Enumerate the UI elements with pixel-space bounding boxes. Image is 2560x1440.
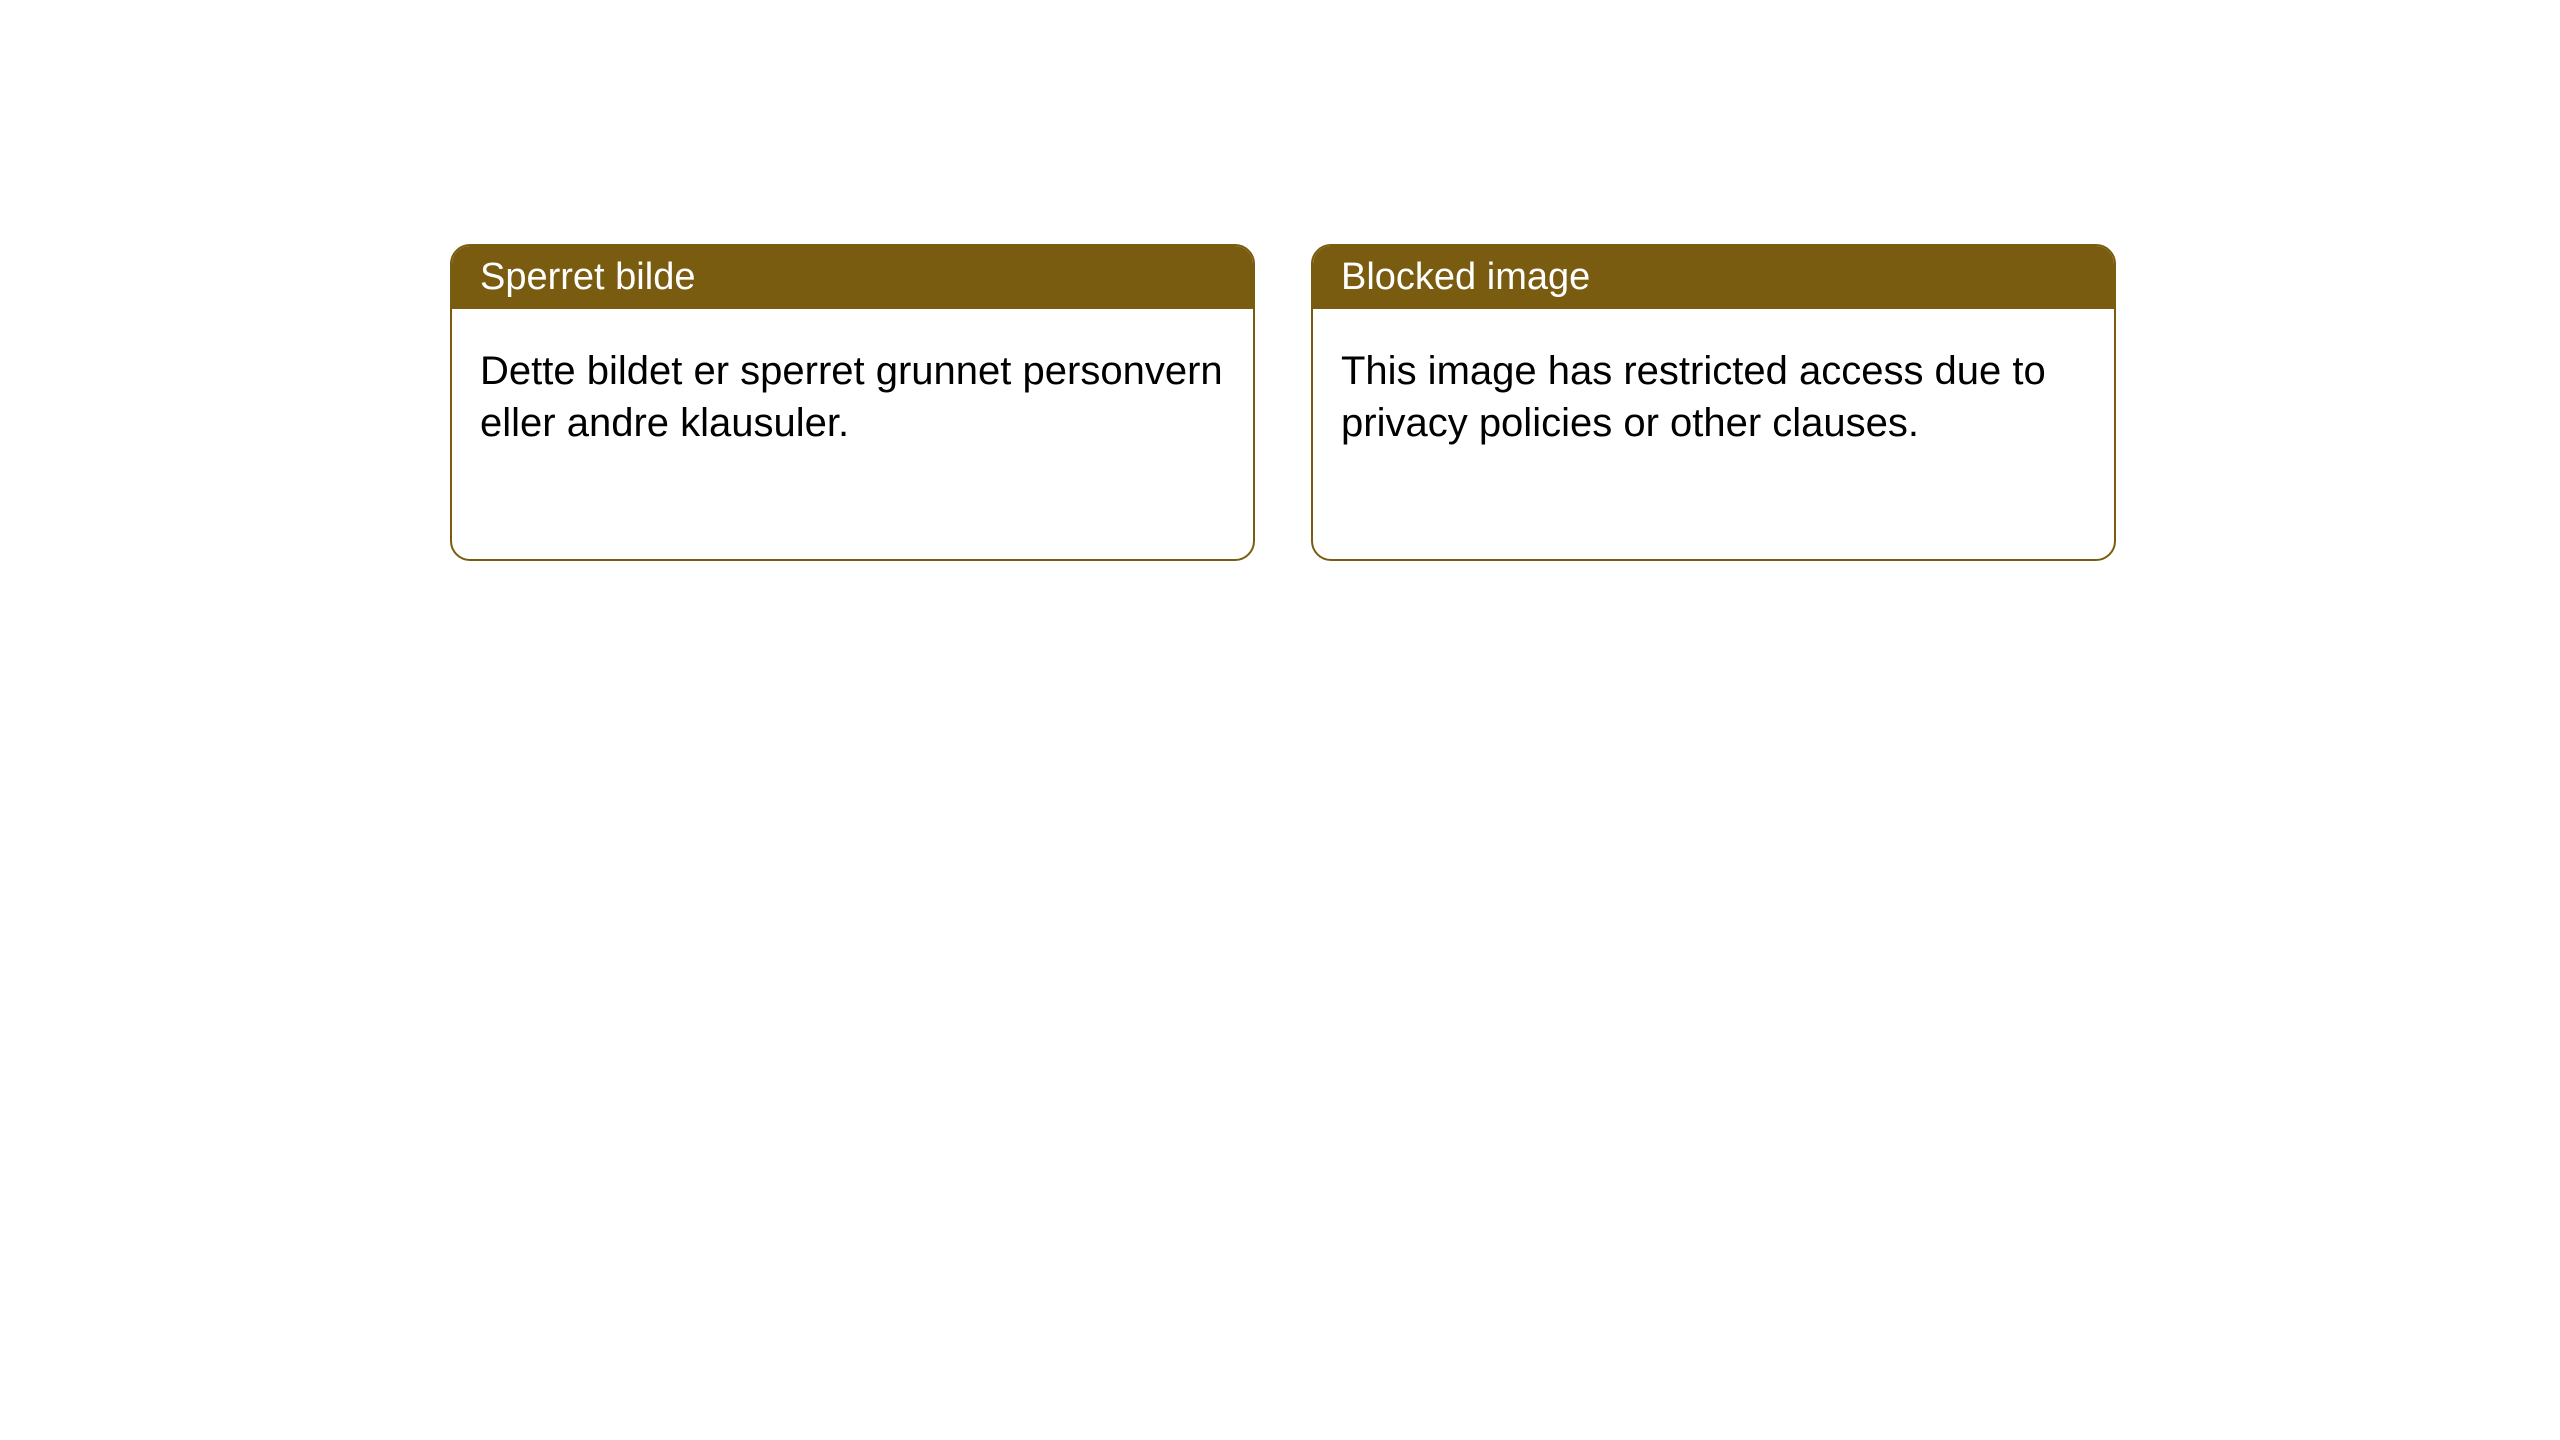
notice-body-no: Dette bildet er sperret grunnet personve… <box>452 309 1253 559</box>
notice-card-en: Blocked image This image has restricted … <box>1311 244 2116 561</box>
notice-card-no: Sperret bilde Dette bildet er sperret gr… <box>450 244 1255 561</box>
notice-body-en: This image has restricted access due to … <box>1313 309 2114 559</box>
notice-header-en: Blocked image <box>1313 246 2114 309</box>
notice-header-no: Sperret bilde <box>452 246 1253 309</box>
notices-container: Sperret bilde Dette bildet er sperret gr… <box>0 0 2560 561</box>
